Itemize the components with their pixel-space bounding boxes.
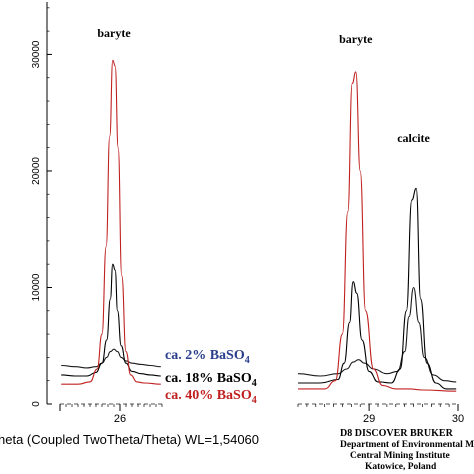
y-tick-label: 20000: [31, 157, 42, 185]
legend-entry: ca. 18% BaSO4: [165, 371, 257, 389]
series-line: [297, 286, 457, 383]
peak-labels: baryte baryte calcite: [97, 26, 430, 145]
y-tick-label: 30000: [31, 40, 42, 68]
footer-department: Department of Environmental Monito: [340, 440, 474, 450]
footer-institute: Central Mining Institute: [350, 451, 450, 461]
y-axis: 0 10000 20000 30000: [31, 2, 52, 407]
series-line: [61, 59, 161, 385]
legend-entry: ca. 2% BaSO4: [165, 348, 250, 366]
x-axis: 26 29 30: [59, 403, 464, 425]
y-tick-label: 0: [31, 401, 42, 407]
series-2: [61, 187, 457, 390]
x-axis-label: heta (Coupled TwoTheta/Theta) WL=1,54060: [0, 432, 259, 447]
legend-entry: ca. 40% BaSO4: [165, 388, 257, 406]
series-line: [61, 348, 161, 369]
series-3: [61, 59, 457, 392]
legend-label: ca. 40% BaSO: [165, 388, 252, 403]
peak-label: baryte: [97, 26, 131, 40]
footer-instrument: D8 DISCOVER BRUKER: [340, 428, 454, 439]
legend-label: ca. 2% BaSO: [165, 348, 245, 363]
y-tick-label: 10000: [31, 273, 42, 301]
legend-label: ca. 18% BaSO: [165, 371, 252, 386]
series-1: [61, 286, 457, 383]
series-line: [297, 71, 457, 392]
footer-credits: D8 DISCOVER BRUKER Department of Environ…: [340, 428, 474, 472]
legend-subscript: 4: [252, 378, 257, 389]
series-line: [61, 263, 161, 377]
peak-label: baryte: [339, 32, 373, 46]
legend-subscript: 4: [245, 355, 250, 366]
x-tick-label: 30: [452, 413, 464, 425]
footer-location: Katowice, Poland: [365, 462, 437, 472]
x-tick-label: 29: [363, 413, 375, 425]
series-line: [298, 187, 457, 390]
legend-subscript: 4: [252, 395, 257, 406]
x-tick-label: 26: [114, 413, 126, 425]
series-layer: [61, 59, 457, 392]
peak-label: calcite: [397, 131, 430, 145]
